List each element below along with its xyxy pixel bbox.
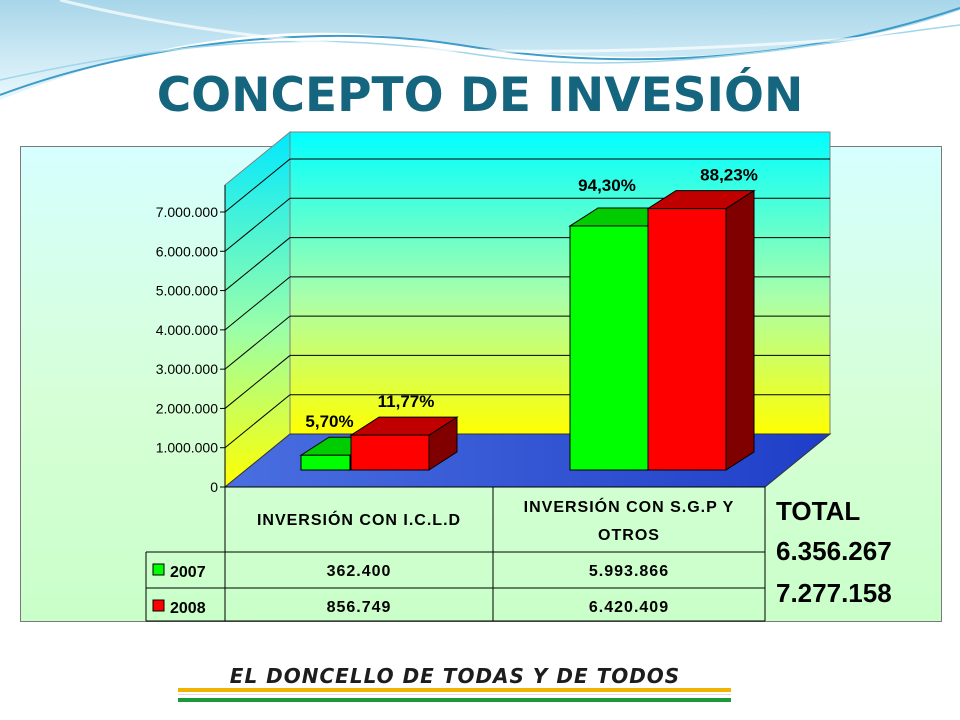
header-wave-decoration: [0, 0, 960, 100]
y-tick-label: 4.000.000: [156, 322, 218, 338]
legend-swatch-2008: [152, 599, 165, 612]
y-tick-label: 0: [210, 479, 218, 495]
bar-2008-1: [647, 208, 727, 471]
data-label-2007-0: 5,70%: [305, 412, 353, 431]
page-title: CONCEPTO DE INVESIÓN: [156, 68, 804, 123]
gridline-side: [224, 237, 291, 291]
y-tick-label: 7.000.000: [156, 204, 218, 220]
y-tick-label: 3.000.000: [156, 361, 218, 377]
cell-2008-0: 856.749: [327, 599, 392, 616]
data-table: INVERSIÓN CON I.C.L.D INVERSIÓN CON S.G.P…: [145, 486, 766, 622]
bar-side-2008-1: [725, 189, 755, 471]
data-labels: 5,70% 11,77% 94,30% 88,23%: [305, 166, 757, 432]
slogan: EL DONCELLO DE TODAS Y DE TODOS: [229, 664, 681, 688]
y-tick-label: 1.000.000: [156, 440, 218, 456]
gridline-side: [224, 197, 291, 252]
total-2008: 7.277.158: [776, 578, 892, 608]
legend-swatch-2007: [152, 563, 165, 576]
slogan-underline-white: [178, 694, 731, 698]
y-tick-label: 5.000.000: [156, 283, 218, 299]
data-label-2008-0: 11,77%: [378, 392, 435, 411]
bars: [299, 189, 756, 471]
gridline-side: [224, 158, 291, 213]
y-tick-label: 2.000.000: [156, 400, 218, 416]
bar-2007-1: [569, 225, 649, 471]
total-label: TOTAL: [776, 496, 861, 526]
y-tick-label: 6.000.000: [156, 243, 218, 259]
gridline-side: [224, 276, 291, 331]
data-label-2008-1: 88,23%: [700, 166, 758, 185]
bar-2007-0: [300, 454, 351, 471]
cell-2007-0: 362.400: [327, 563, 392, 580]
data-label-2007-1: 94,30%: [578, 176, 636, 195]
slogan-underline-green: [178, 698, 731, 702]
gridline-side: [224, 315, 291, 370]
category-label-0: INVERSIÓN CON I.C.L.D: [257, 510, 461, 529]
cell-2007-1: 5.993.866: [589, 563, 669, 580]
gridline-side: [224, 355, 291, 409]
category-label-1-line2: OTROS: [598, 527, 660, 544]
slogan-underline-gold: [178, 688, 731, 692]
cell-2008-1: 6.420.409: [589, 599, 669, 616]
legend-label-2008: 2008: [170, 600, 206, 617]
y-axis: 0 1.000.000 2.000.000 3.000.000 4.000.000 5.0…: [156, 185, 226, 495]
bar-2008-0: [350, 434, 430, 471]
total-2007: 6.356.267: [776, 536, 892, 566]
gridline-side: [224, 394, 291, 449]
legend-label-2007: 2007: [170, 564, 206, 581]
category-label-1-line1: INVERSIÓN CON S.G.P Y: [524, 497, 735, 516]
